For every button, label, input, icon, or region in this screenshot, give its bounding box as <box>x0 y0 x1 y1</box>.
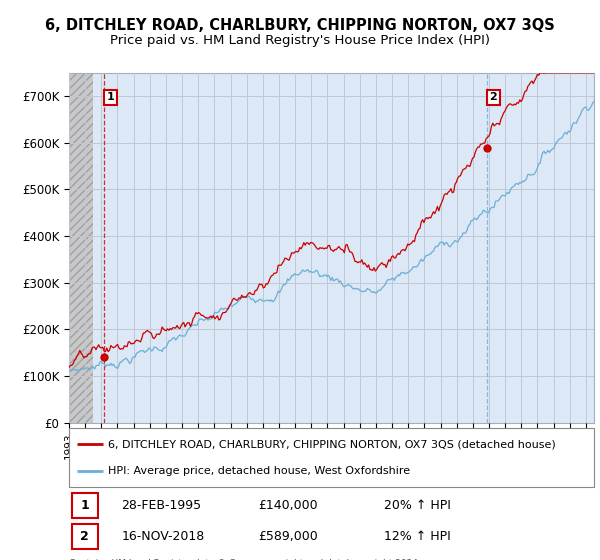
Text: Contains HM Land Registry data © Crown copyright and database right 2024.
This d: Contains HM Land Registry data © Crown c… <box>69 559 421 560</box>
Text: Price paid vs. HM Land Registry's House Price Index (HPI): Price paid vs. HM Land Registry's House … <box>110 34 490 47</box>
Text: 12% ↑ HPI: 12% ↑ HPI <box>384 530 451 543</box>
Text: £140,000: £140,000 <box>258 499 317 512</box>
Bar <box>71 524 98 549</box>
Bar <box>69 73 93 423</box>
Text: 20% ↑ HPI: 20% ↑ HPI <box>384 499 451 512</box>
Bar <box>71 493 98 517</box>
Text: 6, DITCHLEY ROAD, CHARLBURY, CHIPPING NORTON, OX7 3QS: 6, DITCHLEY ROAD, CHARLBURY, CHIPPING NO… <box>45 18 555 32</box>
Text: 1: 1 <box>80 499 89 512</box>
Text: 1: 1 <box>106 92 114 102</box>
Text: 2: 2 <box>80 530 89 543</box>
Text: 2: 2 <box>490 92 497 102</box>
Text: 16-NOV-2018: 16-NOV-2018 <box>121 530 205 543</box>
Text: HPI: Average price, detached house, West Oxfordshire: HPI: Average price, detached house, West… <box>109 466 410 477</box>
Text: 6, DITCHLEY ROAD, CHARLBURY, CHIPPING NORTON, OX7 3QS (detached house): 6, DITCHLEY ROAD, CHARLBURY, CHIPPING NO… <box>109 439 556 449</box>
Text: £589,000: £589,000 <box>258 530 318 543</box>
Text: 28-FEB-1995: 28-FEB-1995 <box>121 499 202 512</box>
